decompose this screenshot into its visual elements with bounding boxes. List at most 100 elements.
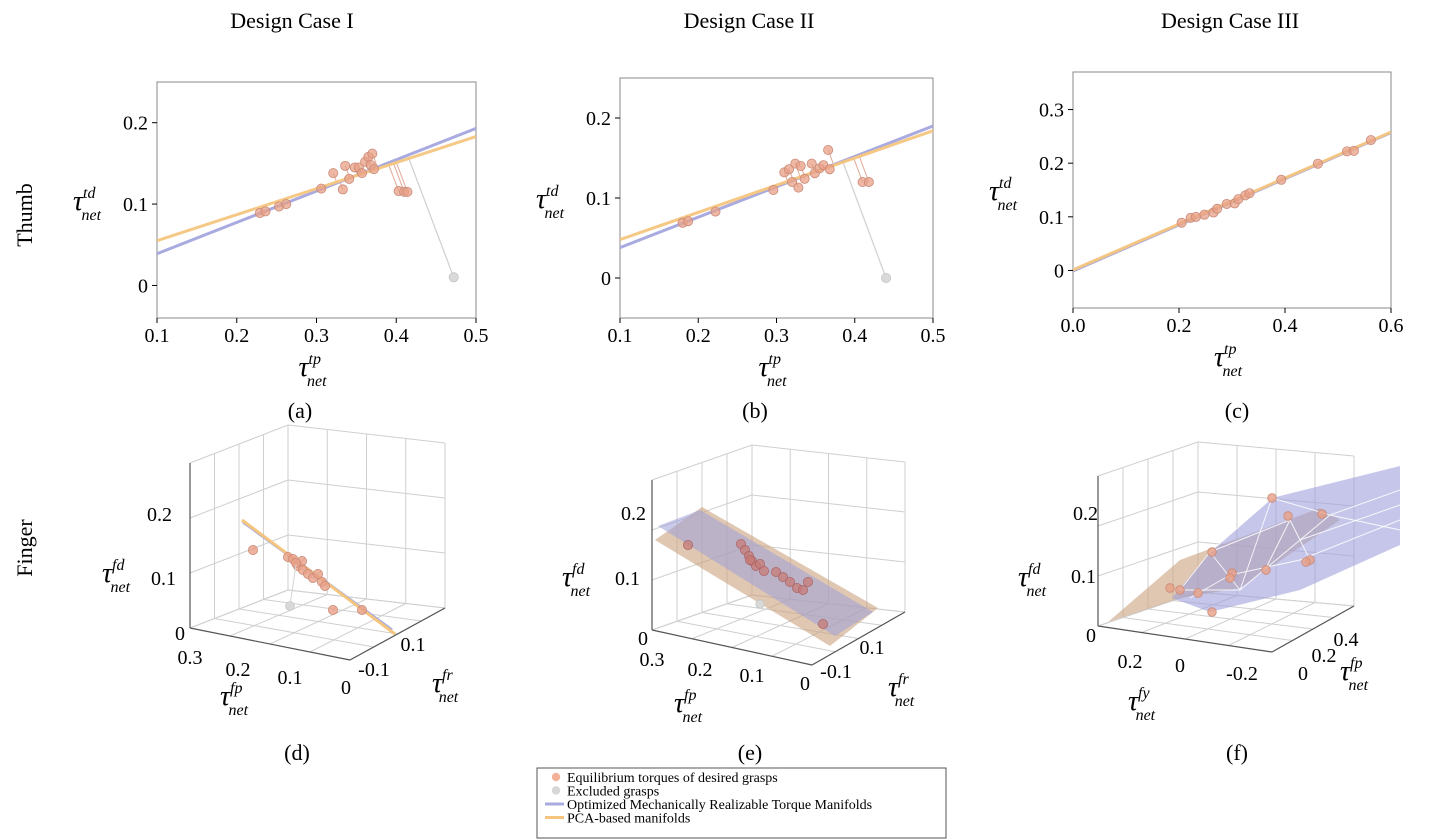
y-tick-label-a-2: 0.2	[123, 113, 148, 135]
f-axis-x-edge	[1097, 625, 1273, 653]
z-axis-label-e-text: τfd net	[562, 561, 591, 600]
x-tick-label-b-2: 0.3	[764, 325, 789, 347]
d-back-wall-h-1	[287, 534, 446, 554]
z-axis-label-e-sub: net	[570, 583, 590, 600]
z-tick-label-f-2: 0.2	[1073, 503, 1098, 525]
manifold-mesh-line-f-2	[1209, 551, 1241, 591]
e-axis-x-edge	[651, 629, 813, 666]
x-axis-label-f: τfy net	[1128, 685, 1156, 724]
y-tick-label-c-0: 0	[1054, 260, 1064, 282]
legend-marker-1	[551, 786, 561, 795]
e-back-wall-h-1	[751, 544, 906, 563]
excluded-point-e-0	[755, 599, 765, 609]
z-axis-label-e-symbol: τ	[562, 562, 573, 593]
column-title-1: Design Case I	[230, 8, 353, 33]
x-tick-label-b-4: 0.5	[921, 325, 946, 347]
x-tick-label-f-1: 0	[1175, 655, 1185, 677]
data-point-c-11	[1276, 174, 1287, 185]
data-point-f-7	[1175, 585, 1185, 595]
x-axis-sup-a: tp	[309, 351, 321, 368]
x-tick-label-c-0: 0.0	[1061, 315, 1086, 337]
data-point-a-7	[340, 160, 351, 171]
d-left-wall-h-2	[189, 479, 289, 519]
x-axis-label-f-text: τfy net	[1128, 685, 1156, 724]
data-point-b-9	[795, 160, 806, 171]
x-axis-symbol-c: τ	[1214, 342, 1225, 373]
d-left-wall-h-3	[189, 424, 289, 464]
data-point-e-14	[818, 619, 829, 630]
y-axis-label-f-symbol: τ	[1340, 656, 1351, 687]
y-axis-sub-b: net	[544, 205, 564, 222]
data-point-f-6	[1301, 557, 1311, 567]
data-point-b-1	[683, 216, 694, 227]
d-axis-x-edge	[189, 627, 351, 661]
y-tick-label-c-1: 0.1	[1039, 207, 1064, 229]
data-point-b-5	[784, 164, 795, 175]
x-tick-label-a-4: 0.5	[464, 325, 489, 347]
z-axis-label-e: τfd net	[562, 561, 591, 600]
data-point-f-10	[1207, 607, 1217, 617]
f-left-wall-h-2	[1097, 491, 1199, 527]
x-axis-label-f-sub: net	[1136, 707, 1156, 724]
f-left-wall-h-3	[1097, 441, 1199, 477]
x-axis-label-d-sup: fp	[230, 680, 242, 697]
x-axis-sub-c: net	[1222, 363, 1242, 380]
manifold-mesh-line-f-10	[1209, 519, 1291, 553]
y-tick-label-b-2: 0.2	[586, 108, 611, 130]
x-tick-label-d-2: 0.1	[278, 667, 303, 689]
pca-manifold-line-b	[620, 129, 933, 242]
x-tick-label-b-1: 0.2	[686, 325, 711, 347]
legend-marker-0	[551, 772, 561, 782]
data-point-f-8	[1165, 583, 1175, 593]
f-axis-y-edge	[1271, 605, 1355, 653]
y-axis-label-e-sup: fr	[898, 671, 909, 688]
data-point-f-3	[1261, 565, 1271, 575]
excluded-point-d-0	[285, 601, 295, 611]
x-axis-sup-c: tp	[1224, 341, 1236, 358]
data-point-e-15	[745, 555, 756, 566]
excluded-connector-d-0	[289, 564, 297, 606]
data-point-b-6	[787, 176, 798, 187]
x-axis-label-e: τfp net	[674, 687, 703, 726]
x-tick-label-a-3: 0.4	[384, 325, 409, 347]
y-axis-label-a: τtd net	[73, 185, 102, 224]
data-point-d-9	[319, 581, 330, 592]
caption-e: (e)	[738, 740, 762, 765]
x-axis-sub-a: net	[307, 373, 327, 390]
data-point-b-2	[710, 206, 721, 217]
y-axis-sup-a: td	[83, 185, 96, 202]
caption-d: (d)	[284, 740, 310, 765]
data-point-a-15	[367, 148, 378, 159]
x-axis-label-d-sub: net	[228, 702, 248, 719]
x-tick-label-b-3: 0.4	[842, 325, 867, 347]
z-axis-label-f-sup: fd	[1028, 561, 1041, 578]
manifold-mesh-line-f-1	[1239, 497, 1273, 591]
y-axis-symbol-b: τ	[536, 184, 547, 215]
y-axis-label-f: τfp net	[1340, 655, 1369, 694]
z-axis-label-f-sub: net	[1026, 583, 1046, 600]
e-axis-y-edge	[811, 611, 906, 666]
data-point-d-11	[356, 605, 367, 616]
y-tick-label-f-1: 0.2	[1312, 645, 1337, 667]
z-axis-label-f-symbol: τ	[1018, 562, 1029, 593]
data-point-f-11	[1225, 573, 1235, 583]
data-point-a-3	[281, 199, 292, 210]
f-back-wall-h-3	[1197, 441, 1355, 457]
y-axis-label-d-symbol: τ	[432, 668, 443, 699]
data-point-a-19	[402, 186, 413, 197]
y-tick-label-d-0: -0.1	[358, 659, 390, 681]
data-point-f-12	[1317, 509, 1327, 519]
projection-line-a-17	[387, 162, 400, 192]
x-axis-label-d-text: τfp net	[220, 680, 249, 719]
z-tick-label-f-0: 0	[1086, 625, 1096, 647]
z-tick-label-d-0: 0	[175, 623, 185, 645]
y-axis-sub-c: net	[997, 197, 1017, 214]
f-floor-grid-b-2	[1184, 598, 1277, 640]
z-axis-label-d-sup: fd	[112, 557, 125, 574]
projection-line-a-18	[392, 160, 405, 193]
excluded-connector-a-0	[407, 155, 455, 278]
x-tick-label-d-3: 0	[341, 677, 351, 699]
x-tick-label-c-1: 0.2	[1167, 315, 1192, 337]
f-left-wall-h-1	[1097, 541, 1199, 577]
